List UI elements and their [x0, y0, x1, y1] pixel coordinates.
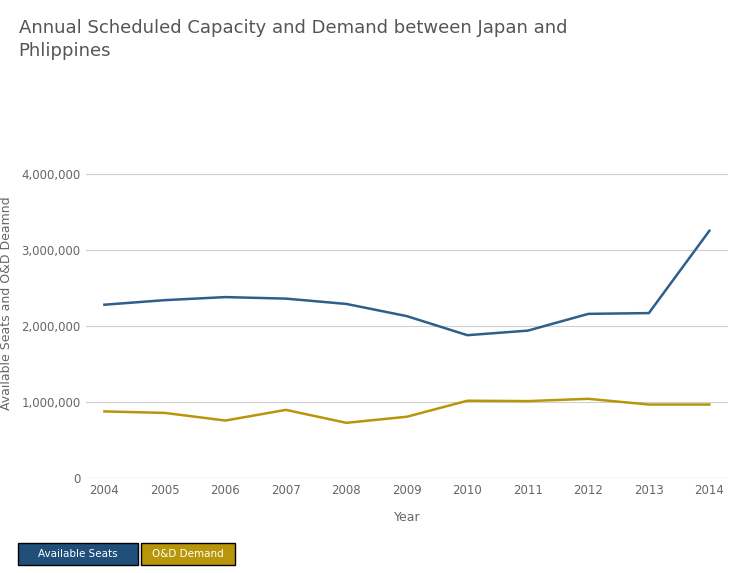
Text: Annual Scheduled Capacity and Demand between Japan and
Phlippines: Annual Scheduled Capacity and Demand bet… — [19, 19, 567, 61]
Text: Available Seats: Available Seats — [38, 549, 118, 559]
Y-axis label: Available Seats and O&D Deamnd: Available Seats and O&D Deamnd — [0, 197, 13, 410]
Text: O&D Demand: O&D Demand — [152, 549, 224, 559]
FancyBboxPatch shape — [18, 543, 138, 565]
X-axis label: Year: Year — [394, 511, 420, 524]
FancyBboxPatch shape — [141, 543, 236, 565]
